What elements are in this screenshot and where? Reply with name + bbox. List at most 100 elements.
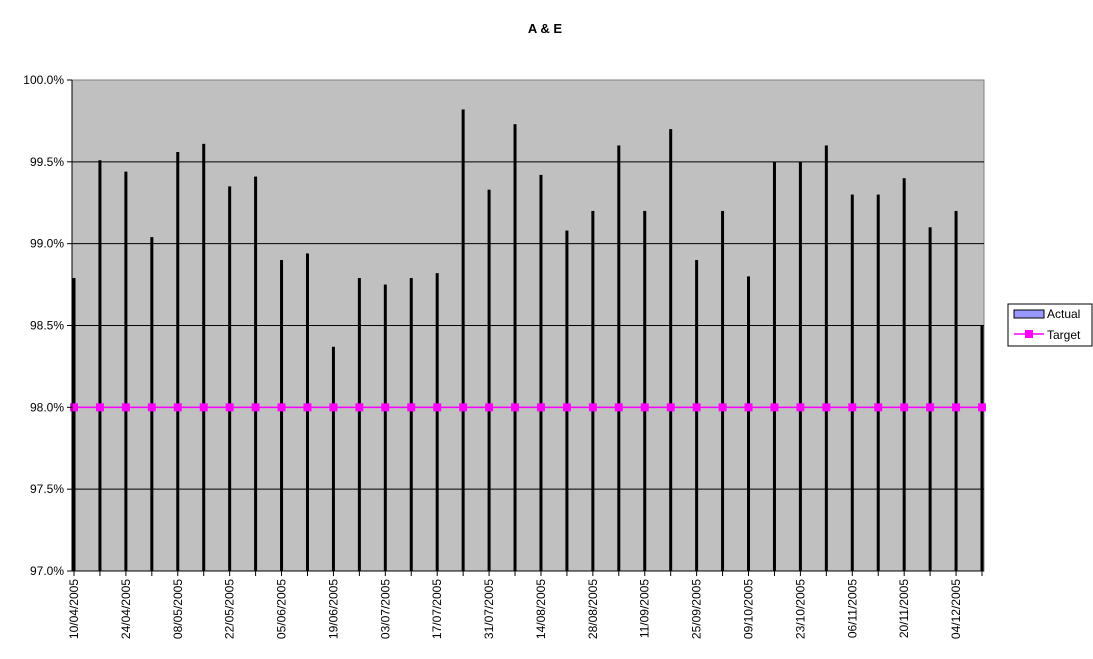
x-tick-label: 19/06/2005 bbox=[326, 579, 340, 639]
target-marker bbox=[978, 403, 986, 412]
actual-bar bbox=[591, 210, 595, 571]
target-marker bbox=[900, 403, 909, 412]
actual-bar bbox=[850, 194, 854, 572]
x-tick-label: 31/07/2005 bbox=[482, 579, 496, 639]
x-tick-label: 25/09/2005 bbox=[690, 579, 704, 639]
target-marker bbox=[355, 403, 364, 412]
actual-bar bbox=[721, 210, 725, 571]
x-tick-label: 10/04/2005 bbox=[67, 579, 81, 639]
target-marker bbox=[744, 403, 753, 412]
actual-bar bbox=[513, 124, 517, 571]
actual-bar bbox=[461, 109, 465, 572]
legend-target-marker bbox=[1025, 330, 1033, 338]
actual-bar bbox=[331, 346, 335, 571]
x-tick-label: 24/04/2005 bbox=[119, 579, 133, 639]
target-marker bbox=[770, 403, 779, 412]
x-tick-label: 22/05/2005 bbox=[223, 579, 237, 639]
actual-bar bbox=[72, 278, 76, 571]
target-marker bbox=[588, 403, 597, 412]
actual-bar bbox=[695, 260, 699, 571]
target-marker bbox=[536, 403, 545, 412]
actual-bar bbox=[747, 276, 751, 571]
target-marker bbox=[407, 403, 416, 412]
target-marker bbox=[692, 403, 701, 412]
actual-bar bbox=[565, 230, 569, 571]
target-marker bbox=[718, 403, 727, 412]
actual-bar bbox=[772, 161, 776, 572]
y-tick-label: 98.5% bbox=[30, 319, 64, 333]
actual-bar bbox=[202, 143, 206, 571]
legend: Actual Target bbox=[1007, 303, 1093, 347]
x-tick-label: 23/10/2005 bbox=[793, 579, 807, 639]
y-axis: 97.0% 97.5% 98.0% 98.5% 99.0% 99.5% 100.0% bbox=[23, 73, 73, 578]
actual-bar bbox=[539, 174, 543, 571]
actual-bars bbox=[72, 109, 984, 572]
actual-bar bbox=[487, 189, 491, 571]
target-series bbox=[70, 403, 986, 412]
target-marker bbox=[640, 403, 649, 412]
actual-bar bbox=[383, 284, 387, 571]
actual-bar bbox=[980, 325, 984, 571]
x-tick-label: 03/07/2005 bbox=[378, 579, 392, 639]
actual-bar bbox=[928, 227, 932, 572]
y-tick-label: 98.0% bbox=[30, 400, 64, 414]
target-marker bbox=[822, 403, 831, 412]
actual-bar bbox=[902, 178, 906, 571]
target-marker bbox=[277, 403, 286, 412]
x-tick-label: 08/05/2005 bbox=[171, 579, 185, 639]
x-tick-label: 05/06/2005 bbox=[275, 579, 289, 639]
x-tick-label: 11/09/2005 bbox=[638, 579, 652, 638]
x-tick-label: 06/11/2005 bbox=[845, 579, 859, 638]
actual-bar bbox=[357, 278, 361, 571]
legend-actual-label: Actual bbox=[1047, 307, 1080, 321]
actual-bar bbox=[876, 194, 880, 572]
actual-bar bbox=[617, 145, 621, 571]
x-tick-label: 17/07/2005 bbox=[430, 579, 444, 639]
actual-bar bbox=[124, 171, 128, 572]
target-marker bbox=[381, 403, 390, 412]
target-marker bbox=[848, 403, 857, 412]
x-tick-label: 09/10/2005 bbox=[742, 579, 756, 639]
legend-actual-swatch bbox=[1013, 309, 1045, 319]
actual-bar bbox=[409, 278, 413, 571]
target-marker bbox=[952, 403, 961, 412]
target-marker bbox=[511, 403, 520, 412]
target-marker bbox=[251, 403, 260, 412]
actual-bar bbox=[254, 176, 258, 571]
x-axis: 10/04/2005 24/04/2005 08/05/2005 22/05/2005… bbox=[67, 570, 984, 639]
target-marker bbox=[199, 403, 208, 412]
target-marker bbox=[433, 403, 442, 412]
target-marker bbox=[562, 403, 571, 412]
y-tick-label: 99.5% bbox=[30, 155, 64, 169]
actual-bar bbox=[643, 210, 647, 571]
target-marker bbox=[459, 403, 468, 412]
actual-bar bbox=[669, 129, 673, 571]
target-marker bbox=[666, 403, 675, 412]
y-tick-label: 99.0% bbox=[30, 237, 64, 251]
x-tick-label: 04/12/2005 bbox=[949, 579, 963, 639]
legend-target-label: Target bbox=[1047, 328, 1081, 342]
actual-bar bbox=[280, 260, 284, 571]
actual-bar bbox=[305, 253, 309, 571]
target-marker bbox=[796, 403, 805, 412]
actual-bar bbox=[798, 161, 802, 572]
x-tick-label: 28/08/2005 bbox=[586, 579, 600, 639]
target-marker bbox=[147, 403, 156, 412]
x-tick-label: 20/11/2005 bbox=[897, 579, 911, 638]
y-tick-label: 97.0% bbox=[30, 564, 64, 578]
y-tick-label: 97.5% bbox=[30, 482, 64, 496]
target-marker bbox=[303, 403, 312, 412]
target-marker bbox=[329, 403, 338, 412]
target-marker bbox=[874, 403, 883, 412]
actual-bar bbox=[228, 186, 232, 571]
target-marker bbox=[614, 403, 623, 412]
actual-bar bbox=[435, 273, 439, 571]
chart-title: A & E bbox=[528, 21, 563, 36]
target-marker bbox=[95, 403, 104, 412]
actual-bar bbox=[176, 152, 180, 571]
target-marker bbox=[225, 403, 234, 412]
target-marker bbox=[926, 403, 935, 412]
x-tick-label: 14/08/2005 bbox=[534, 579, 548, 639]
actual-bar bbox=[954, 210, 958, 571]
